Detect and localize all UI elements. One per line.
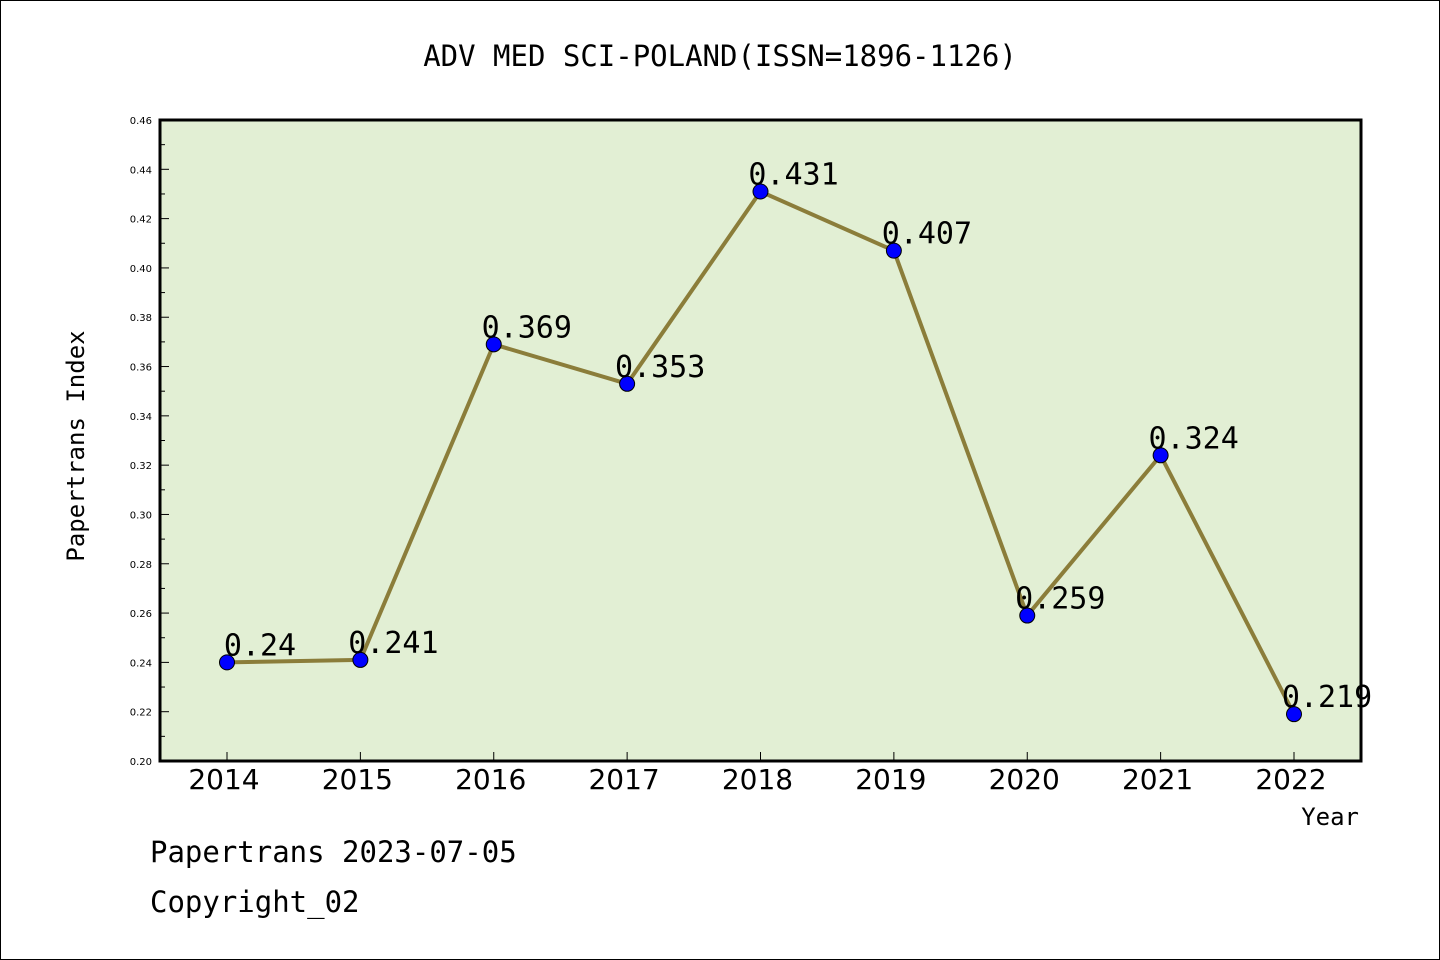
x-tick-label: 2021 — [1122, 763, 1193, 796]
data-label: 0.24 — [224, 628, 296, 663]
data-point — [485, 336, 502, 353]
data-label: 0.324 — [1148, 421, 1238, 456]
data-point — [219, 654, 235, 671]
footer-source: Papertrans 2023-07-05 — [150, 835, 517, 869]
x-axis-label: Year — [1301, 803, 1359, 831]
data-points — [219, 183, 1302, 723]
x-axis-ticks: 2014 2015 2016 2017 2018 2019 2020 2021 2022 — [188, 752, 1327, 796]
y-tick-label: 0.30 — [130, 510, 152, 521]
y-axis-label: Papertrans Index — [62, 330, 90, 561]
data-point — [752, 183, 769, 200]
y-tick-label: 0.28 — [130, 560, 152, 571]
x-tick-label: 2018 — [722, 763, 793, 796]
y-tick-label: 0.42 — [130, 215, 152, 226]
data-label: 0.259 — [1015, 582, 1105, 617]
y-tick-label: 0.36 — [130, 363, 152, 374]
data-labels: 0.24 0.241 0.369 0.353 0.431 0.407 0.259 0.324 0… — [224, 157, 1372, 715]
data-point — [1019, 607, 1036, 624]
y-tick-label: 0.40 — [130, 264, 152, 275]
data-label: 0.369 — [482, 310, 572, 345]
x-tick-label: 2020 — [989, 763, 1060, 796]
y-axis-ticks: 0.20 0.22 0.24 0.26 0.28 0.30 0.32 0.34 0.36 0.38… — [130, 116, 169, 768]
x-tick-label: 2017 — [588, 763, 659, 796]
y-tick-label: 0.22 — [130, 708, 152, 719]
y-tick-label: 0.24 — [130, 658, 152, 669]
y-tick-label: 0.38 — [130, 313, 152, 324]
y-tick-label: 0.20 — [130, 757, 152, 768]
x-tick-label: 2019 — [855, 763, 926, 796]
chart-title: ADV MED SCI-POLAND(ISSN=1896-1126) — [423, 39, 1017, 73]
data-label: 0.431 — [748, 157, 838, 192]
x-tick-label: 2016 — [455, 763, 526, 796]
x-tick-label: 2015 — [322, 763, 393, 796]
data-label: 0.353 — [615, 350, 705, 385]
data-label: 0.407 — [882, 217, 972, 252]
y-tick-label: 0.46 — [130, 116, 152, 127]
data-point — [352, 651, 369, 668]
data-point — [1152, 447, 1169, 464]
data-point — [885, 242, 902, 259]
y-tick-label: 0.32 — [130, 461, 152, 472]
x-tick-label: 2022 — [1255, 763, 1326, 796]
footer-copyright: Copyright_02 — [150, 885, 360, 919]
data-label: 0.219 — [1282, 680, 1372, 715]
data-point — [1286, 706, 1302, 723]
data-point — [619, 375, 636, 392]
data-label: 0.241 — [348, 626, 438, 661]
y-tick-label: 0.26 — [130, 609, 152, 620]
y-tick-label: 0.34 — [130, 412, 152, 423]
y-tick-label: 0.44 — [130, 165, 152, 176]
x-tick-label: 2014 — [188, 763, 259, 796]
